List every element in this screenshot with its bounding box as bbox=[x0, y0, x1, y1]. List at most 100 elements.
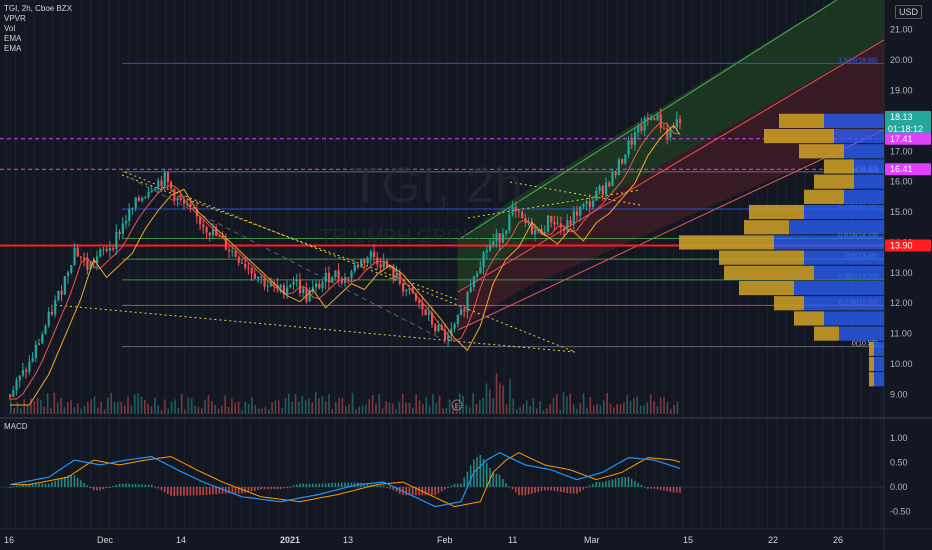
volume-bar bbox=[170, 401, 173, 414]
macd-histogram-bar bbox=[176, 487, 179, 496]
candle-body bbox=[524, 217, 527, 224]
price-label-box[interactable] bbox=[885, 163, 931, 176]
currency-badge[interactable]: USD bbox=[894, 5, 922, 19]
macd-histogram-bar bbox=[92, 487, 95, 491]
volume-bar bbox=[428, 405, 431, 414]
volume-bar bbox=[388, 402, 391, 414]
indicator-vol[interactable]: Vol bbox=[4, 24, 16, 33]
candle-body bbox=[650, 118, 653, 121]
macd-histogram-bar bbox=[585, 487, 588, 488]
candle-body bbox=[414, 293, 418, 301]
volume-bar bbox=[267, 409, 270, 414]
volume-bar bbox=[264, 406, 267, 414]
candle-body bbox=[653, 118, 656, 121]
volume-bar bbox=[338, 398, 340, 414]
macd-label[interactable]: MACD bbox=[4, 422, 28, 431]
candle-body bbox=[205, 227, 208, 233]
candle-body bbox=[585, 201, 588, 204]
macd-histogram-bar bbox=[550, 487, 552, 491]
volume-bar bbox=[40, 399, 42, 414]
candle-body bbox=[44, 325, 47, 335]
macd-histogram-bar bbox=[196, 487, 198, 496]
candle-body bbox=[595, 190, 598, 201]
candle-body bbox=[443, 330, 447, 340]
macd-histogram-bar bbox=[605, 481, 607, 487]
macd-histogram-bar bbox=[273, 487, 275, 490]
candle-body bbox=[331, 277, 334, 283]
volume-bar bbox=[448, 399, 451, 414]
volume-bar bbox=[489, 389, 491, 414]
candle-body bbox=[582, 203, 585, 207]
symbol-label[interactable]: TGI, 2h, Cboe BZX bbox=[4, 4, 73, 13]
volume-bar bbox=[405, 402, 407, 414]
time-axis-tick: 26 bbox=[833, 535, 843, 545]
volume-bar bbox=[475, 403, 478, 414]
macd-histogram-bar bbox=[463, 477, 465, 487]
candle-body bbox=[669, 126, 672, 138]
volume-bar bbox=[673, 404, 675, 414]
macd-histogram-bar bbox=[150, 484, 153, 487]
volume-bar bbox=[649, 394, 652, 414]
volume-bar bbox=[445, 407, 448, 414]
macd-histogram-bar bbox=[237, 487, 240, 494]
candle-body bbox=[508, 214, 511, 231]
candle-body bbox=[182, 200, 186, 204]
volume-bar bbox=[616, 404, 618, 414]
candle-body bbox=[266, 286, 269, 288]
macd-histogram-bar bbox=[672, 487, 675, 493]
macd-histogram-bar bbox=[302, 483, 304, 487]
macd-histogram-bar bbox=[189, 487, 192, 496]
volume-bar bbox=[164, 399, 166, 414]
macd-histogram-bar bbox=[202, 487, 205, 496]
candle-body bbox=[614, 171, 617, 175]
macd-line bbox=[9, 452, 681, 508]
macd-histogram-bar bbox=[656, 487, 659, 490]
indicator-ema-1[interactable]: EMA bbox=[4, 34, 22, 43]
macd-histogram-bar bbox=[601, 482, 604, 487]
candle-body bbox=[479, 267, 482, 274]
macd-histogram-bar bbox=[147, 484, 150, 487]
macd-histogram-bar bbox=[659, 487, 662, 490]
macd-histogram-bar bbox=[624, 477, 627, 487]
vpvr-bar-up bbox=[824, 311, 884, 326]
volume-bar bbox=[103, 409, 106, 414]
candle-body bbox=[350, 271, 353, 279]
candle-body bbox=[463, 309, 466, 312]
macd-histogram-bar bbox=[99, 487, 101, 491]
candle-body bbox=[269, 282, 273, 287]
indicator-vpvr[interactable]: VPVR bbox=[4, 14, 26, 23]
volume-bar bbox=[586, 407, 588, 414]
earnings-icon[interactable] bbox=[451, 399, 463, 411]
price-label-box[interactable] bbox=[885, 110, 931, 135]
candle-body bbox=[572, 211, 575, 225]
candle-body bbox=[105, 249, 108, 251]
indicator-ema-2[interactable]: EMA bbox=[4, 44, 22, 53]
vpvr-bar-up bbox=[794, 280, 884, 296]
volume-bar bbox=[304, 400, 307, 414]
volume-bar bbox=[639, 405, 642, 414]
candle-body bbox=[427, 312, 430, 315]
volume-bar bbox=[221, 405, 223, 414]
macd-histogram-bar bbox=[73, 475, 76, 487]
macd-histogram-bar bbox=[247, 487, 250, 493]
candle-body bbox=[575, 211, 579, 216]
volume-bar bbox=[133, 394, 136, 414]
volume-bar bbox=[549, 404, 551, 414]
macd-histogram-bar bbox=[482, 458, 485, 487]
macd-histogram-bar bbox=[41, 483, 44, 487]
macd-histogram-bar bbox=[485, 462, 488, 487]
volume-bar bbox=[546, 408, 548, 414]
pitchfork-upper-zone bbox=[458, 0, 884, 292]
macd-histogram-bar bbox=[270, 487, 272, 490]
macd-axis-tick: 0.00 bbox=[890, 482, 908, 492]
price-label-box[interactable] bbox=[885, 132, 931, 145]
price-label-box[interactable] bbox=[885, 239, 931, 252]
volume-bar bbox=[438, 395, 441, 414]
candle-body bbox=[89, 260, 92, 270]
pitchfork-median-line bbox=[457, 39, 885, 293]
candle-body bbox=[472, 276, 476, 288]
macd-histogram-bar bbox=[524, 487, 527, 496]
macd-histogram-bar bbox=[637, 482, 639, 487]
volume-bar bbox=[361, 405, 364, 414]
